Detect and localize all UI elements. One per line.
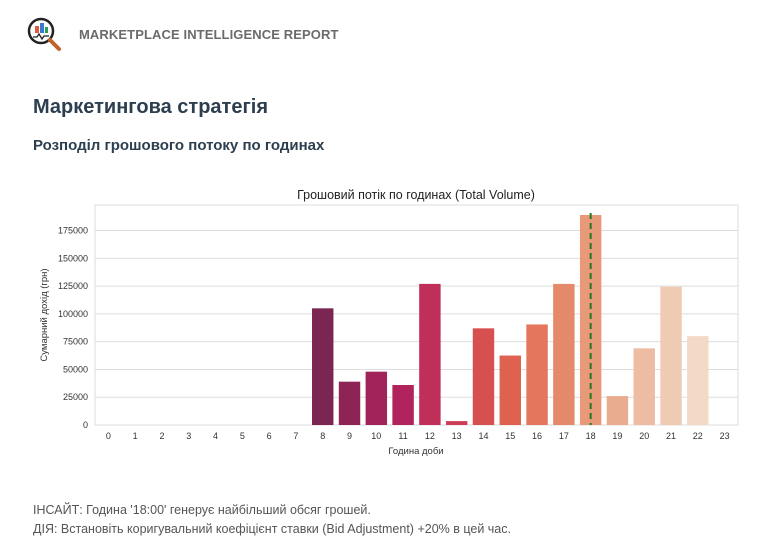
- bar-hour-19: [606, 396, 629, 425]
- bar-hour-18: [579, 215, 602, 425]
- x-tick-label: 0: [106, 431, 111, 441]
- x-tick-label: 16: [532, 431, 542, 441]
- x-tick-label: 4: [213, 431, 218, 441]
- y-tick-label: 175000: [58, 226, 88, 236]
- y-tick-label: 50000: [63, 364, 88, 374]
- report-header: MARKETPLACE INTELLIGENCE REPORT: [26, 16, 339, 52]
- chart-title: Грошовий потік по годинах (Total Volume): [297, 188, 535, 202]
- bar-hour-15: [499, 355, 521, 425]
- bar-hour-8: [312, 308, 334, 425]
- bar-hour-22: [687, 336, 709, 425]
- action-text: ДІЯ: Встановіть коригувальний коефіцієнт…: [33, 522, 511, 536]
- bar-hour-14: [472, 328, 495, 425]
- x-tick-label: 22: [693, 431, 703, 441]
- insights-block: ІНСАЙТ: Година '18:00' генерує найбільши…: [33, 501, 511, 539]
- x-tick-label: 21: [666, 431, 676, 441]
- bar-hour-10: [365, 371, 388, 425]
- x-tick-label: 10: [371, 431, 381, 441]
- x-tick-label: 23: [720, 431, 730, 441]
- x-tick-label: 14: [478, 431, 488, 441]
- bar-hour-17: [553, 283, 575, 425]
- x-tick-label: 5: [240, 431, 245, 441]
- y-tick-label: 0: [83, 420, 88, 430]
- bar-hour-16: [526, 324, 548, 425]
- y-tick-label: 25000: [63, 392, 88, 402]
- section-subtitle: Розподіл грошового потоку по годинах: [33, 137, 325, 154]
- x-tick-label: 18: [586, 431, 596, 441]
- bar-hour-20: [633, 348, 655, 425]
- x-tick-label: 6: [267, 431, 272, 441]
- x-tick-label: 2: [159, 431, 164, 441]
- page-title: Маркетингова стратегія: [33, 96, 269, 118]
- plot-area: [94, 204, 739, 426]
- bar-hour-21: [660, 286, 682, 425]
- y-axis-label: Сумарний дохід (грн): [39, 268, 50, 361]
- x-tick-label: 3: [186, 431, 191, 441]
- brand-title: MARKETPLACE INTELLIGENCE REPORT: [79, 26, 339, 42]
- bar-hour-12: [419, 283, 441, 425]
- bar-hour-11: [392, 385, 414, 425]
- insight-text: ІНСАЙТ: Година '18:00' генерує найбільши…: [33, 503, 371, 517]
- x-tick-label: 1: [133, 431, 138, 441]
- x-tick-label: 11: [398, 431, 407, 441]
- x-tick-label: 9: [347, 431, 352, 441]
- magnifier-chart-icon: [27, 17, 61, 51]
- x-axis-label: Година доби: [388, 446, 443, 457]
- y-tick-label: 125000: [58, 281, 88, 291]
- bar-hour-9: [338, 381, 361, 425]
- x-tick-label: 17: [559, 431, 569, 441]
- y-tick-label: 75000: [63, 337, 88, 347]
- bar-hour-13: [445, 421, 468, 425]
- y-tick-label: 100000: [58, 309, 88, 319]
- x-tick-label: 20: [639, 431, 649, 441]
- x-tick-label: 15: [505, 431, 515, 441]
- y-tick-label: 150000: [58, 253, 88, 263]
- x-tick-label: 12: [425, 431, 435, 441]
- hourly-volume-chart: Грошовий потік по годинах (Total Volume)…: [39, 188, 739, 457]
- x-tick-label: 13: [452, 431, 462, 441]
- x-tick-label: 8: [320, 431, 325, 441]
- x-tick-label: 19: [612, 431, 622, 441]
- x-tick-label: 7: [293, 431, 298, 441]
